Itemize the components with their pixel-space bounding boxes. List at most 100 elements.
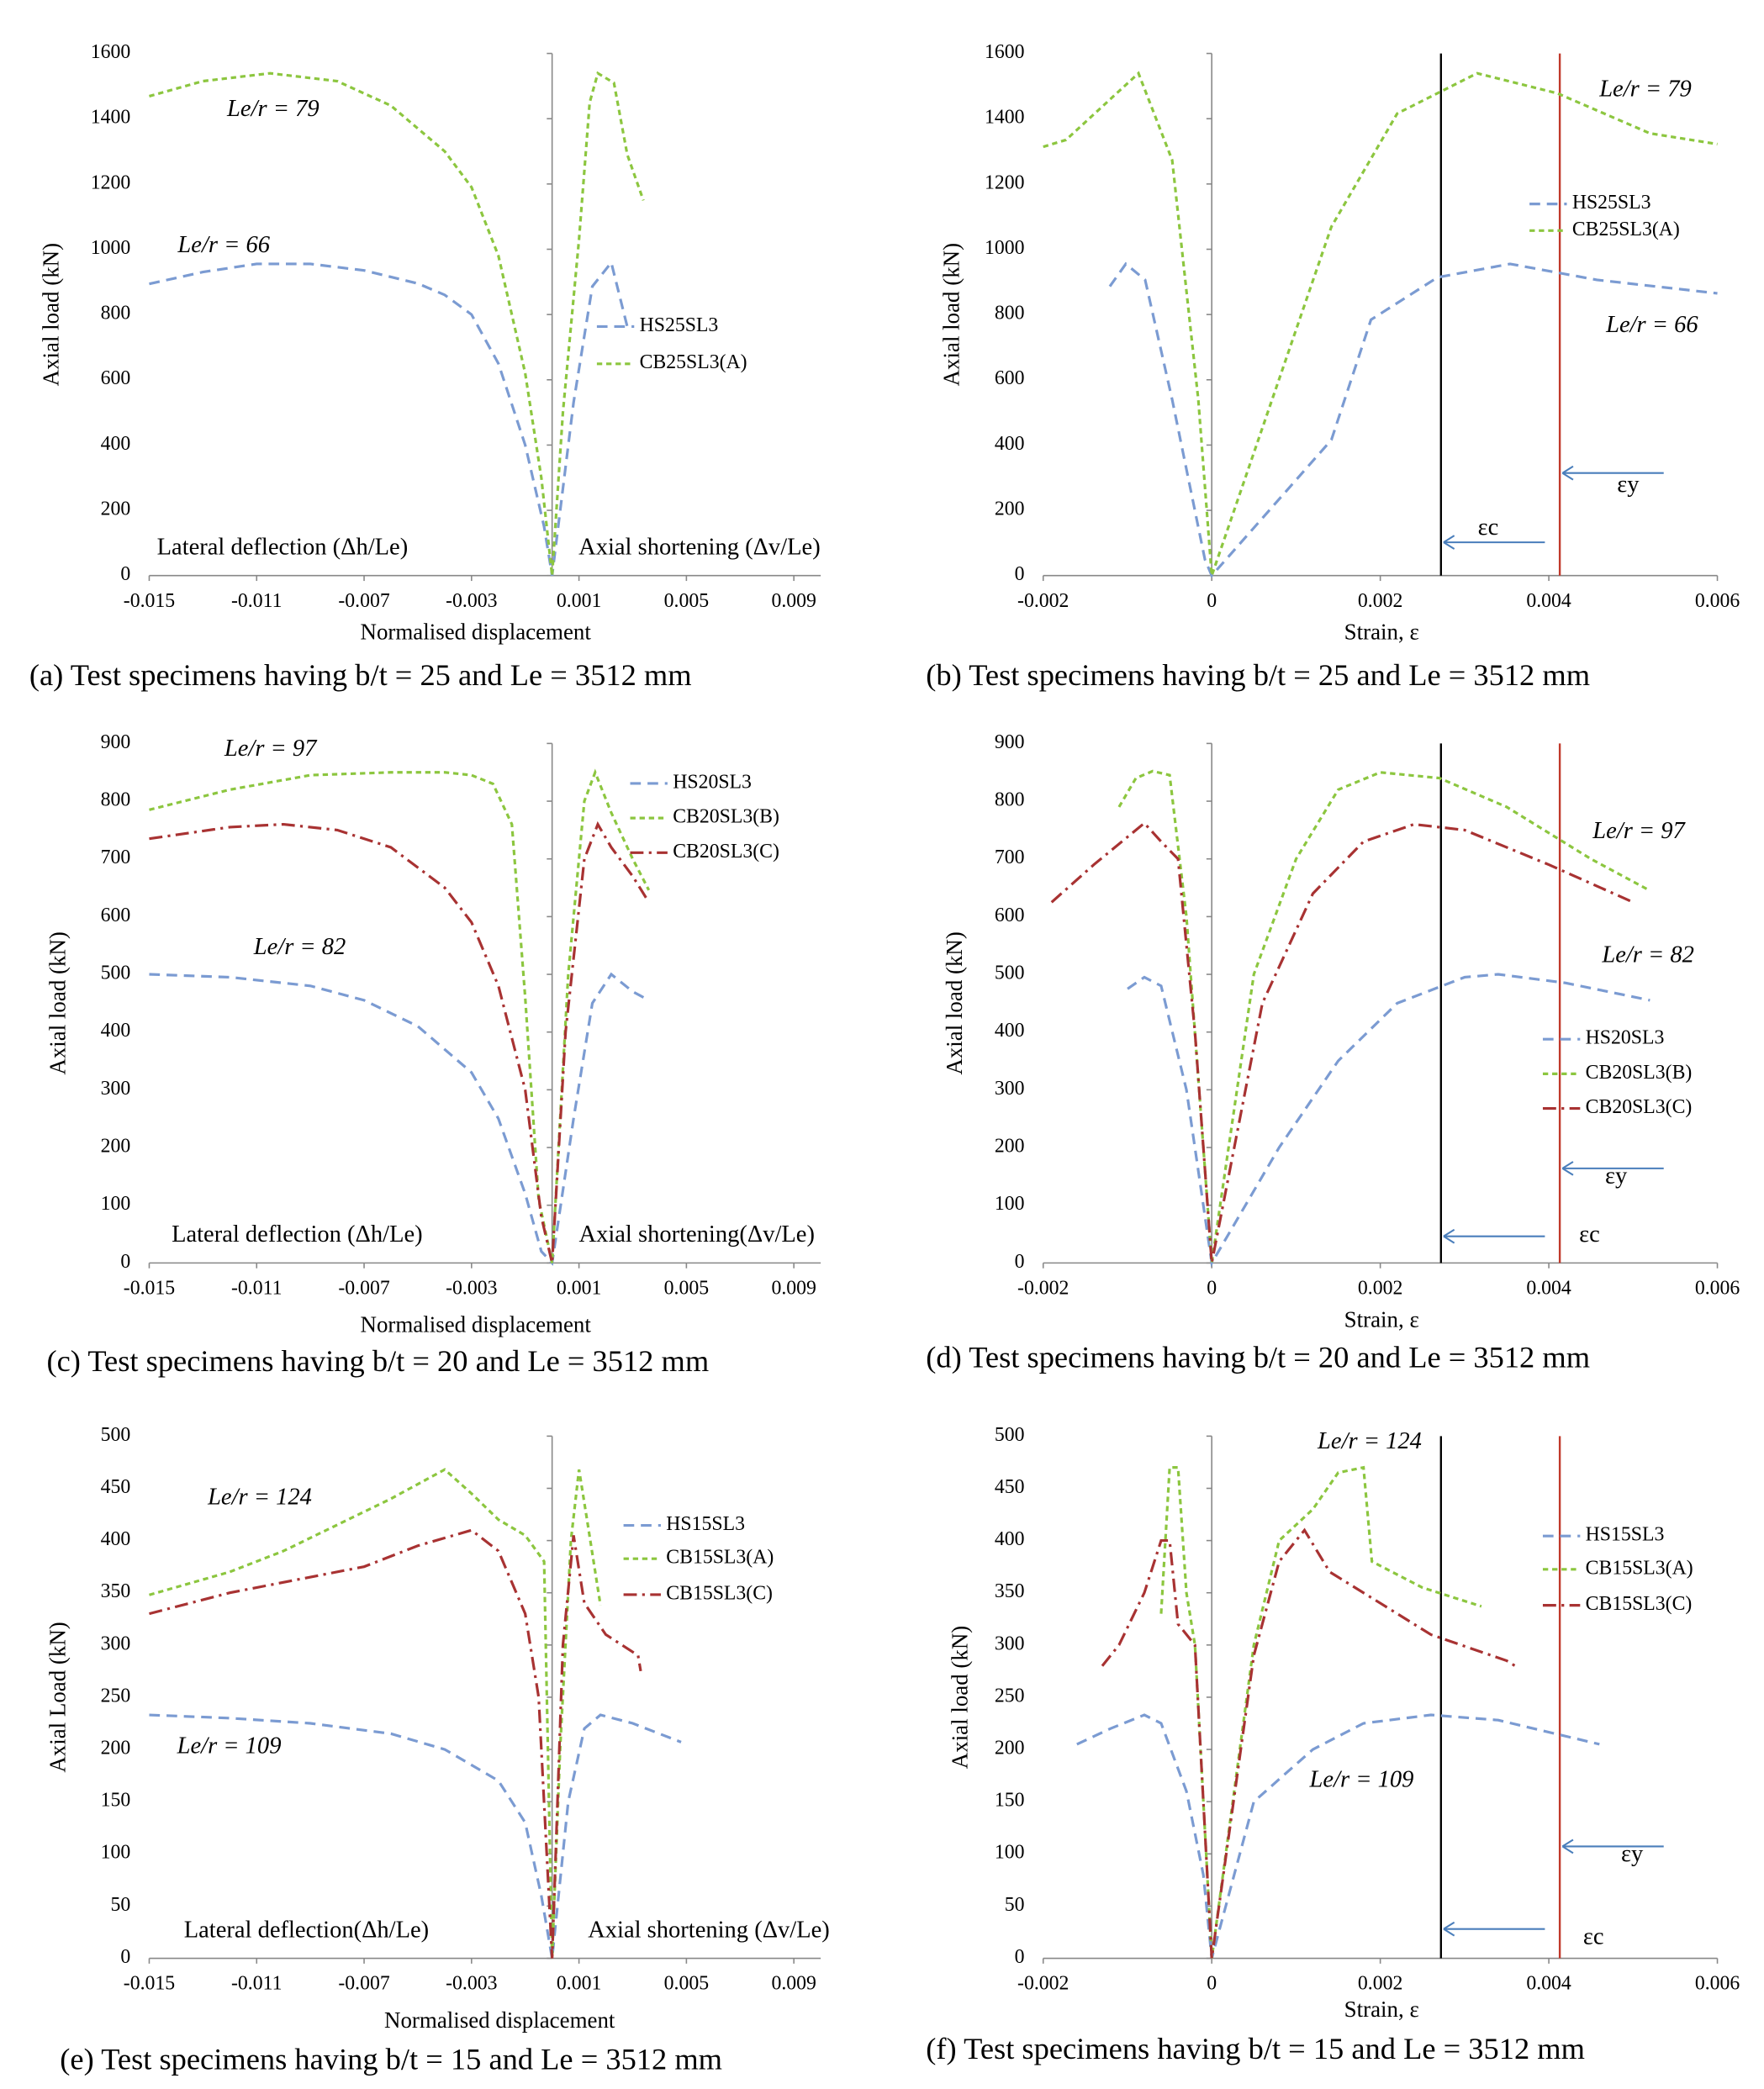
x-tick-label: -0.003 [446, 1278, 497, 1300]
y-tick-label: 1000 [985, 237, 1025, 259]
x-tick-label: -0.011 [231, 1278, 282, 1300]
series-line [1127, 973, 1650, 1268]
series-line [149, 259, 629, 576]
annotation: Le/r = 109 [177, 1733, 282, 1759]
annotation: Le/r = 124 [207, 1484, 312, 1510]
annotation: Le/r = 79 [226, 96, 320, 122]
y-tick-label: 450 [995, 1476, 1025, 1498]
x-axis-title: Strain, ε [1344, 620, 1419, 645]
x-tick-label: 0 [1207, 590, 1217, 612]
x-tick-label: 0.002 [1358, 1973, 1402, 1995]
series-line [149, 1528, 642, 1959]
x-tick-label: -0.011 [231, 590, 282, 612]
y-tick-label: 250 [101, 1685, 131, 1707]
series-line [1117, 769, 1651, 1263]
y-tick-label: 100 [995, 1193, 1025, 1215]
annotation: Le/r = 97 [1592, 818, 1686, 844]
y-tick-label: 500 [995, 962, 1025, 984]
y-tick-label: 200 [995, 1135, 1025, 1157]
legend-label: CB15SL3(A) [666, 1547, 774, 1569]
y-tick-label: 450 [101, 1476, 131, 1498]
y-tick-label: 400 [995, 1528, 1025, 1550]
x-tick-label: -0.003 [446, 1973, 497, 1995]
x-tick-label: 0.006 [1695, 1278, 1740, 1300]
caption: (e) Test specimens having b/t = 15 and L… [60, 2042, 722, 2076]
y-tick-label: 400 [101, 1528, 131, 1550]
y-tick-label: 150 [101, 1790, 131, 1812]
x-tick-label: -0.011 [231, 1973, 282, 1995]
annotation: Lateral deflection (Δh/Le) [157, 535, 409, 561]
y-tick-label: 50 [111, 1894, 131, 1916]
x-tick-label: 0.006 [1695, 590, 1740, 612]
legend-label: CB20SL3(B) [673, 806, 779, 828]
legend-label: HS20SL3 [673, 771, 752, 793]
arrow-head [1561, 1838, 1574, 1854]
y-tick-label: 1600 [91, 41, 131, 63]
arrow-head [1443, 535, 1455, 550]
y-tick-label: 800 [995, 789, 1025, 811]
series-line [1101, 1527, 1516, 1959]
y-tick-label: 300 [995, 1078, 1025, 1100]
x-tick-label: -0.002 [1017, 1278, 1069, 1300]
y-tick-label: 500 [101, 1424, 131, 1446]
series-line [149, 768, 651, 1263]
y-tick-label: 800 [101, 303, 131, 324]
annotation: εy [1621, 1841, 1644, 1867]
y-tick-label: 1200 [985, 171, 1025, 193]
y-tick-label: 250 [995, 1685, 1025, 1707]
x-tick-label: -0.002 [1017, 590, 1069, 612]
x-tick-label: 0.009 [771, 590, 816, 612]
legend-label: CB25SL3(A) [1572, 219, 1680, 240]
annotation: Lateral deflection(Δh/Le) [184, 1917, 429, 1943]
series-line [149, 71, 645, 576]
series-line [149, 820, 651, 1263]
legend-label: HS20SL3 [1586, 1027, 1665, 1049]
y-tick-label: 100 [995, 1842, 1025, 1864]
caption: (a) Test specimens having b/t = 25 and L… [29, 658, 692, 692]
y-tick-label: 300 [995, 1633, 1025, 1654]
y-tick-label: 350 [995, 1580, 1025, 1602]
legend-label: HS25SL3 [1572, 192, 1651, 214]
annotation: εy [1605, 1163, 1628, 1190]
caption: (c) Test specimens having b/t = 20 and L… [46, 1344, 709, 1378]
y-tick-label: 400 [101, 433, 131, 455]
annotation: Axial shortening (Δv/Le) [578, 535, 821, 561]
x-tick-label: 0.001 [557, 1973, 601, 1995]
y-tick-label: 700 [101, 847, 131, 868]
legend-label: CB15SL3(A) [1586, 1557, 1693, 1579]
y-tick-label: 1000 [91, 237, 131, 259]
annotation: Le/r = 79 [1598, 76, 1692, 102]
y-tick-label: 300 [101, 1078, 131, 1100]
x-tick-label: 0.002 [1358, 1278, 1402, 1300]
x-tick-label: 0.005 [664, 1973, 709, 1995]
legend-label: CB20SL3(B) [1586, 1062, 1693, 1084]
y-tick-label: 200 [101, 499, 131, 520]
caption: (f) Test specimens having b/t = 15 and L… [926, 2032, 1585, 2065]
y-tick-label: 1600 [985, 41, 1025, 63]
x-tick-label: -0.003 [446, 590, 497, 612]
y-tick-label: 200 [101, 1738, 131, 1759]
legend-label: HS25SL3 [640, 314, 719, 336]
x-tick-label: -0.002 [1017, 1973, 1069, 1995]
y-tick-label: 600 [101, 367, 131, 389]
y-tick-label: 800 [101, 789, 131, 811]
annotation: Le/r = 97 [224, 736, 318, 762]
y-tick-label: 500 [995, 1424, 1025, 1446]
y-tick-label: 0 [1015, 563, 1025, 585]
y-tick-label: 600 [101, 905, 131, 926]
y-axis-title: Axial load (kN) [39, 243, 64, 386]
y-tick-label: 0 [1015, 1946, 1025, 1968]
caption: (b) Test specimens having b/t = 25 and L… [926, 658, 1590, 692]
arrow-head [1443, 1921, 1455, 1937]
y-tick-label: 0 [120, 563, 130, 585]
y-axis-title: Axial load (kN) [947, 1626, 972, 1769]
x-tick-label: -0.015 [124, 1973, 175, 1995]
y-axis-title: Axial load (kN) [942, 931, 967, 1074]
x-tick-label: -0.015 [124, 590, 175, 612]
x-tick-label: 0.004 [1526, 590, 1571, 612]
x-tick-label: 0.005 [664, 590, 709, 612]
x-tick-label: 0 [1207, 1973, 1217, 1995]
y-tick-label: 400 [995, 433, 1025, 455]
arrow-head [1561, 465, 1574, 481]
